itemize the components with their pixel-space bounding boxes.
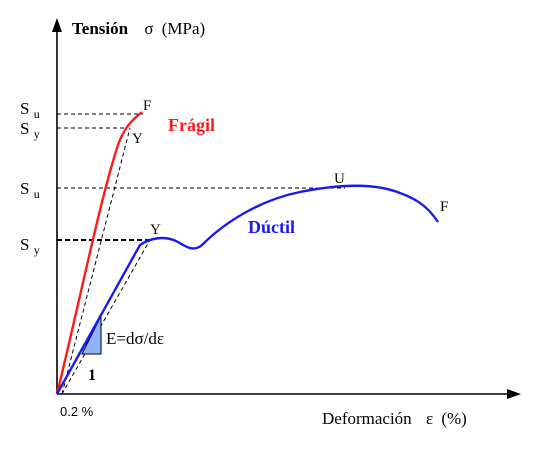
su-ductile-base: S xyxy=(20,179,29,198)
su-brittle-base: S xyxy=(20,99,29,118)
x-axis-label: Deformación ε (%) xyxy=(322,409,467,428)
ductile-yield-label: Y xyxy=(150,222,161,238)
modulus-run-label: 1 xyxy=(88,367,96,384)
y-axis-label: Tensión σ (MPa) xyxy=(72,19,205,38)
sy-brittle-sub: y xyxy=(34,127,40,141)
sy-brittle-label: S y xyxy=(20,119,40,141)
ductile-ultimate-label: U xyxy=(334,171,345,187)
su-ductile-sub: u xyxy=(34,187,40,201)
su-brittle-label: S u xyxy=(20,99,40,121)
x-axis-title: Deformación xyxy=(322,409,412,428)
offset-label: 0.2 % xyxy=(60,404,94,419)
sy-ductile-label: S y xyxy=(20,235,40,257)
su-ductile-label: S u xyxy=(20,179,40,201)
y-axis-symbol: σ xyxy=(144,19,153,38)
sy-ductile-sub: y xyxy=(34,243,40,257)
ductile-offset-line xyxy=(61,239,151,395)
ductile-curve-label: Dúctil xyxy=(248,217,295,237)
y-axis-unit: (MPa) xyxy=(162,19,205,38)
brittle-yield-label: Y xyxy=(132,131,143,147)
brittle-offset-line xyxy=(61,127,131,395)
sy-brittle-base: S xyxy=(20,119,29,138)
x-axis-unit: (%) xyxy=(441,409,466,428)
x-axis-symbol: ε xyxy=(426,409,433,428)
ductile-curve xyxy=(55,184,439,395)
su-brittle-sub: u xyxy=(34,107,40,121)
modulus-equation: E=dσ/dε xyxy=(106,329,164,348)
y-axis-arrowhead xyxy=(52,18,62,32)
ductile-fracture-label: F xyxy=(440,199,448,215)
brittle-fracture-label: F xyxy=(143,98,151,114)
x-axis-arrowhead xyxy=(507,389,521,399)
brittle-curve-label: Frágil xyxy=(168,115,215,135)
y-axis-title: Tensión xyxy=(72,19,129,38)
brittle-curve xyxy=(55,111,143,395)
sy-ductile-base: S xyxy=(20,235,29,254)
